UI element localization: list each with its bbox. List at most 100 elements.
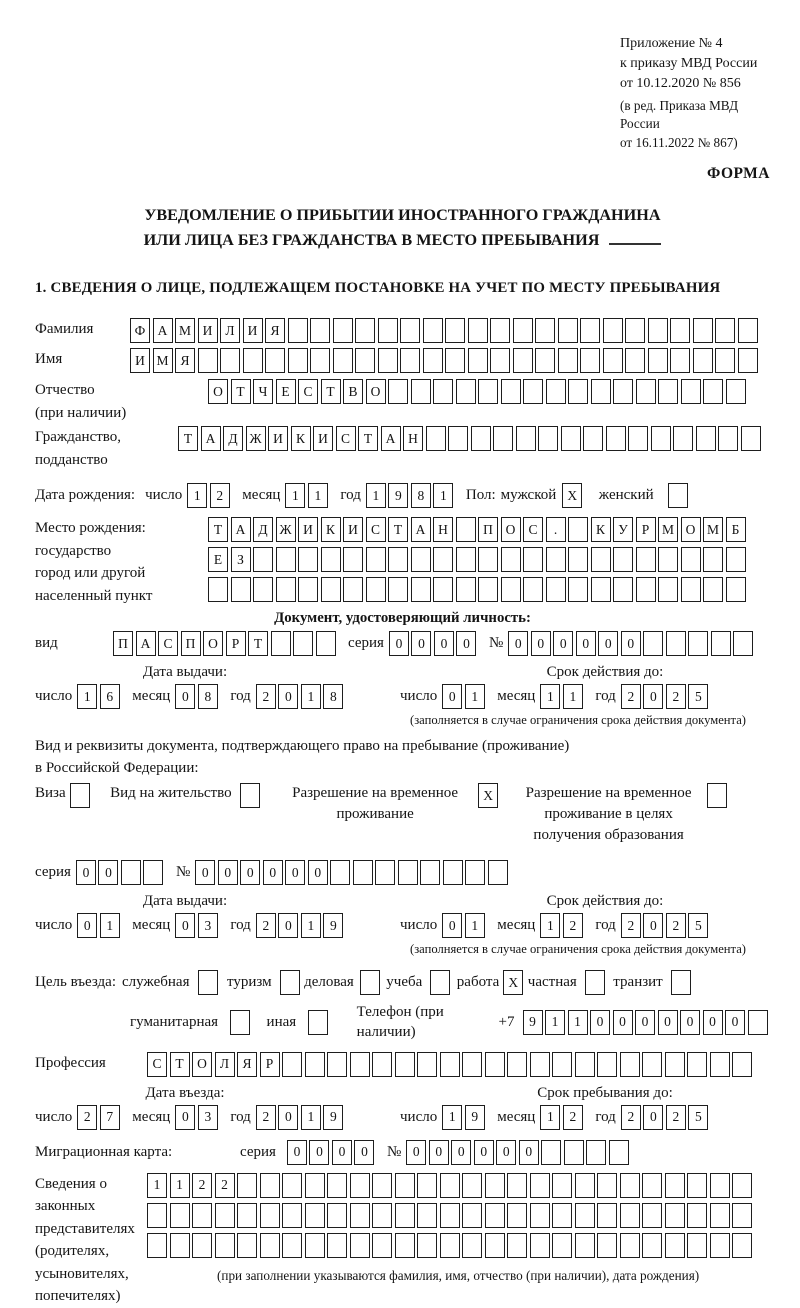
- form-cell[interactable]: [725, 577, 746, 603]
- form-cell[interactable]: Т: [358, 426, 378, 452]
- form-cell[interactable]: 1: [169, 1172, 190, 1198]
- form-cell[interactable]: 1: [464, 913, 485, 939]
- form-cell[interactable]: М: [703, 517, 723, 543]
- form-cell[interactable]: [613, 379, 633, 405]
- form-cell[interactable]: [143, 860, 164, 886]
- form-cell[interactable]: [552, 1172, 572, 1198]
- form-cell[interactable]: [259, 1202, 280, 1228]
- form-cell[interactable]: [349, 1051, 370, 1077]
- form-cell[interactable]: 8: [197, 684, 218, 710]
- form-cell[interactable]: [439, 1202, 460, 1228]
- form-cell[interactable]: [237, 1202, 257, 1228]
- form-cell[interactable]: [692, 318, 713, 344]
- form-cell[interactable]: 9: [388, 483, 409, 509]
- form-cell[interactable]: [552, 1051, 572, 1077]
- form-cell[interactable]: [515, 426, 536, 452]
- form-cell[interactable]: 0: [725, 1009, 745, 1035]
- form-cell[interactable]: [688, 631, 709, 657]
- form-cell[interactable]: 5: [688, 1104, 709, 1130]
- form-cell[interactable]: [410, 379, 431, 405]
- form-cell[interactable]: [560, 426, 581, 452]
- form-cell[interactable]: [442, 860, 463, 886]
- form-cell[interactable]: [330, 860, 351, 886]
- form-cell[interactable]: [343, 577, 363, 603]
- form-cell[interactable]: [433, 577, 453, 603]
- form-cell[interactable]: [507, 1232, 527, 1258]
- form-cell[interactable]: Я: [265, 318, 285, 344]
- form-cell[interactable]: [293, 631, 313, 657]
- form-cell[interactable]: [377, 348, 398, 374]
- form-cell[interactable]: 2: [255, 913, 276, 939]
- form-cell[interactable]: [372, 1172, 392, 1198]
- form-cell[interactable]: [484, 1172, 505, 1198]
- form-cell[interactable]: 0: [508, 631, 529, 657]
- form-cell[interactable]: [439, 1172, 460, 1198]
- form-cell[interactable]: [643, 631, 664, 657]
- form-cell[interactable]: [523, 577, 543, 603]
- form-cell[interactable]: [733, 631, 754, 657]
- form-cell[interactable]: Д: [223, 426, 243, 452]
- form-cell[interactable]: [214, 1232, 235, 1258]
- form-cell[interactable]: [320, 547, 341, 573]
- form-cell[interactable]: Б: [725, 517, 746, 543]
- form-cell[interactable]: [613, 547, 633, 573]
- form-cell[interactable]: [478, 379, 498, 405]
- form-cell[interactable]: [602, 348, 623, 374]
- form-cell[interactable]: [709, 1232, 730, 1258]
- form-cell[interactable]: X: [503, 970, 524, 996]
- form-cell[interactable]: 1: [464, 684, 485, 710]
- form-cell[interactable]: [529, 1051, 550, 1077]
- form-cell[interactable]: [737, 318, 758, 344]
- form-cell[interactable]: [445, 318, 465, 344]
- form-cell[interactable]: 2: [192, 1172, 212, 1198]
- form-cell[interactable]: 0: [680, 1009, 700, 1035]
- form-cell[interactable]: [493, 426, 513, 452]
- form-cell[interactable]: [687, 1202, 707, 1228]
- form-cell[interactable]: [597, 1232, 617, 1258]
- form-cell[interactable]: [253, 547, 273, 573]
- form-cell[interactable]: О: [500, 517, 521, 543]
- form-cell[interactable]: Т: [178, 426, 198, 452]
- form-cell[interactable]: [310, 318, 330, 344]
- form-cell[interactable]: Т: [208, 517, 228, 543]
- form-cell[interactable]: [619, 1202, 640, 1228]
- form-cell[interactable]: 1: [567, 1009, 588, 1035]
- form-cell[interactable]: [732, 1172, 752, 1198]
- form-cell[interactable]: А: [410, 517, 431, 543]
- form-cell[interactable]: [394, 1172, 415, 1198]
- form-cell[interactable]: 0: [553, 631, 574, 657]
- form-cell[interactable]: 2: [562, 913, 583, 939]
- form-cell[interactable]: П: [180, 631, 201, 657]
- form-cell[interactable]: [455, 379, 476, 405]
- form-cell[interactable]: [574, 1202, 595, 1228]
- form-cell[interactable]: [332, 318, 353, 344]
- form-cell[interactable]: [718, 426, 738, 452]
- form-cell[interactable]: [169, 1202, 190, 1228]
- form-cell[interactable]: [628, 426, 648, 452]
- form-cell[interactable]: Ч: [253, 379, 273, 405]
- form-cell[interactable]: [619, 1232, 640, 1258]
- form-cell[interactable]: [535, 318, 555, 344]
- form-cell[interactable]: Т: [248, 631, 268, 657]
- form-cell[interactable]: [523, 379, 543, 405]
- form-cell[interactable]: 9: [522, 1009, 543, 1035]
- form-cell[interactable]: [230, 1009, 251, 1035]
- form-cell[interactable]: [597, 1051, 617, 1077]
- form-cell[interactable]: [455, 547, 476, 573]
- form-cell[interactable]: А: [380, 426, 401, 452]
- form-cell[interactable]: 0: [388, 631, 409, 657]
- form-cell[interactable]: [417, 1232, 437, 1258]
- form-cell[interactable]: 2: [562, 1104, 583, 1130]
- form-cell[interactable]: [507, 1051, 527, 1077]
- form-cell[interactable]: [327, 1051, 347, 1077]
- form-cell[interactable]: 0: [331, 1139, 352, 1165]
- form-cell[interactable]: [703, 577, 723, 603]
- form-cell[interactable]: [664, 1051, 685, 1077]
- form-cell[interactable]: 1: [540, 913, 561, 939]
- form-cell[interactable]: [372, 1232, 392, 1258]
- form-cell[interactable]: [298, 547, 318, 573]
- form-cell[interactable]: С: [335, 426, 356, 452]
- form-cell[interactable]: 9: [323, 913, 344, 939]
- form-cell[interactable]: [586, 1139, 607, 1165]
- form-cell[interactable]: М: [175, 318, 195, 344]
